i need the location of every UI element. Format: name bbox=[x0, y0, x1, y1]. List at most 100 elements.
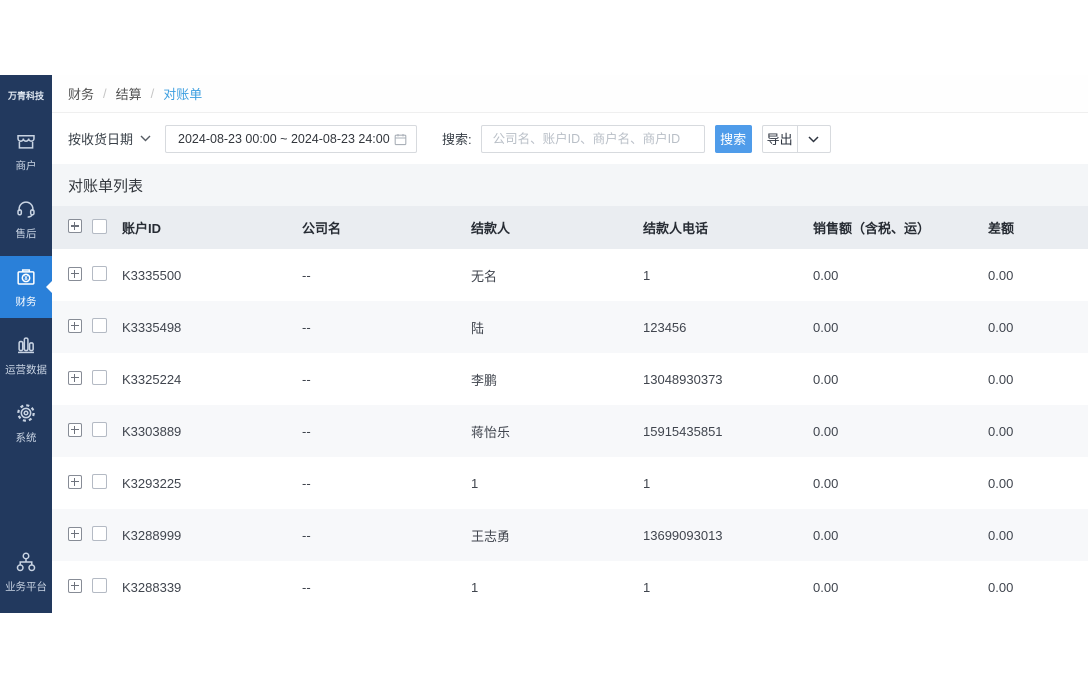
cell-payee: 王志勇 bbox=[471, 526, 643, 545]
org-icon bbox=[15, 551, 37, 573]
cell-account-id: K3288999 bbox=[122, 528, 302, 543]
cell-payee: 1 bbox=[471, 476, 643, 491]
breadcrumb-item-finance[interactable]: 财务 bbox=[68, 84, 94, 103]
headset-icon bbox=[15, 198, 37, 220]
expand-row-icon[interactable] bbox=[68, 423, 82, 437]
row-checkbox-cell bbox=[92, 370, 122, 388]
row-checkbox-cell bbox=[92, 318, 122, 336]
row-checkbox[interactable] bbox=[92, 578, 107, 593]
main-content: 财务 / 结算 / 对账单 按收货日期 2024-08-23 00:00 ~ 2… bbox=[52, 75, 1088, 613]
cell-difference: 0.00 bbox=[988, 372, 1072, 387]
breadcrumb-item-statement: 对账单 bbox=[163, 84, 202, 103]
sidebar-item-finance[interactable]: ¥ 财务 bbox=[0, 256, 52, 318]
date-range-input[interactable]: 2024-08-23 00:00 ~ 2024-08-23 24:00 bbox=[165, 125, 417, 153]
select-all-checkbox[interactable] bbox=[92, 219, 107, 234]
row-expand-cell bbox=[68, 475, 92, 492]
sidebar-item-merchant[interactable]: 商户 bbox=[0, 120, 52, 182]
cell-company-name: -- bbox=[302, 320, 471, 335]
cell-company-name: -- bbox=[302, 268, 471, 283]
sidebar-nav: 商户 售后 bbox=[0, 120, 52, 460]
table-row: K3335500--无名10.000.00 bbox=[52, 249, 1088, 301]
sidebar-item-business-platform[interactable]: 业务平台 bbox=[0, 541, 52, 603]
expand-row-icon[interactable] bbox=[68, 371, 82, 385]
search-input[interactable] bbox=[481, 125, 705, 153]
sidebar-item-aftersales[interactable]: 售后 bbox=[0, 188, 52, 250]
cell-difference: 0.00 bbox=[988, 476, 1072, 491]
row-checkbox[interactable] bbox=[92, 526, 107, 541]
table-title-band: 对账单列表 bbox=[52, 164, 1088, 206]
table-row: K3288339--110.000.00 bbox=[52, 561, 1088, 613]
cell-difference: 0.00 bbox=[988, 528, 1072, 543]
date-type-selector[interactable]: 按收货日期 bbox=[68, 129, 151, 148]
cell-sales-amount: 0.00 bbox=[813, 372, 988, 387]
export-split-button: 导出 bbox=[762, 125, 831, 153]
row-checkbox[interactable] bbox=[92, 474, 107, 489]
sidebar-item-label: 售后 bbox=[16, 225, 37, 240]
cell-payee: 1 bbox=[471, 580, 643, 595]
sidebar-item-operations-data[interactable]: 运营数据 bbox=[0, 324, 52, 386]
cell-payee-phone: 1 bbox=[643, 476, 813, 491]
cell-sales-amount: 0.00 bbox=[813, 268, 988, 283]
export-button[interactable]: 导出 bbox=[762, 125, 798, 153]
cell-payee-phone: 13048930373 bbox=[643, 372, 813, 387]
chevron-down-icon bbox=[140, 135, 151, 142]
bar-chart-icon bbox=[15, 334, 37, 356]
sidebar: 万青科技 商户 bbox=[0, 75, 52, 613]
table-row: K3303889--蒋怡乐159154358510.000.00 bbox=[52, 405, 1088, 457]
expand-row-icon[interactable] bbox=[68, 475, 82, 489]
row-checkbox-cell bbox=[92, 526, 122, 544]
cell-payee: 陆 bbox=[471, 318, 643, 337]
expand-all-icon[interactable] bbox=[68, 219, 82, 233]
row-checkbox[interactable] bbox=[92, 422, 107, 437]
gear-icon bbox=[15, 402, 37, 424]
cell-payee: 蒋怡乐 bbox=[471, 422, 643, 441]
expand-row-icon[interactable] bbox=[68, 579, 82, 593]
sidebar-item-label: 财务 bbox=[16, 293, 37, 308]
cell-company-name: -- bbox=[302, 580, 471, 595]
sidebar-item-label: 系统 bbox=[16, 429, 37, 444]
table-row: K3293225--110.000.00 bbox=[52, 457, 1088, 509]
expand-row-icon[interactable] bbox=[68, 319, 82, 333]
table-row: K3325224--李鹏130489303730.000.00 bbox=[52, 353, 1088, 405]
table-row: K3288999--王志勇136990930130.000.00 bbox=[52, 509, 1088, 561]
cell-payee: 无名 bbox=[471, 266, 643, 285]
cell-company-name: -- bbox=[302, 528, 471, 543]
export-dropdown-button[interactable] bbox=[798, 125, 831, 153]
cell-payee-phone: 15915435851 bbox=[643, 424, 813, 439]
calendar-icon bbox=[394, 133, 407, 151]
table-body: K3335500--无名10.000.00K3335498--陆1234560.… bbox=[52, 249, 1088, 613]
cell-payee-phone: 1 bbox=[643, 268, 813, 283]
cashbox-icon: ¥ bbox=[15, 266, 37, 288]
row-expand-cell bbox=[68, 319, 92, 336]
expand-row-icon[interactable] bbox=[68, 267, 82, 281]
header-expand-cell bbox=[68, 219, 92, 236]
cell-company-name: -- bbox=[302, 424, 471, 439]
row-checkbox[interactable] bbox=[92, 318, 107, 333]
date-range-value: 2024-08-23 00:00 ~ 2024-08-23 24:00 bbox=[178, 132, 390, 146]
row-checkbox[interactable] bbox=[92, 266, 107, 281]
brand-logo: 万青科技 bbox=[8, 89, 44, 102]
header-checkbox-cell bbox=[92, 219, 122, 237]
row-checkbox[interactable] bbox=[92, 370, 107, 385]
cell-payee-phone: 123456 bbox=[643, 320, 813, 335]
search-label: 搜索: bbox=[442, 129, 472, 148]
cell-account-id: K3325224 bbox=[122, 372, 302, 387]
expand-row-icon[interactable] bbox=[68, 527, 82, 541]
column-header-payee: 结款人 bbox=[471, 218, 643, 237]
cell-sales-amount: 0.00 bbox=[813, 528, 988, 543]
cell-sales-amount: 0.00 bbox=[813, 424, 988, 439]
svg-text:¥: ¥ bbox=[24, 275, 28, 282]
breadcrumb-separator: / bbox=[151, 86, 155, 101]
sidebar-item-label: 业务平台 bbox=[5, 578, 47, 593]
search-button[interactable]: 搜索 bbox=[715, 125, 752, 153]
sidebar-item-system[interactable]: 系统 bbox=[0, 392, 52, 454]
cell-sales-amount: 0.00 bbox=[813, 476, 988, 491]
breadcrumb-item-settlement[interactable]: 结算 bbox=[116, 84, 142, 103]
cell-account-id: K3293225 bbox=[122, 476, 302, 491]
column-header-account-id: 账户ID bbox=[122, 218, 302, 237]
row-checkbox-cell bbox=[92, 578, 122, 596]
breadcrumb-separator: / bbox=[103, 86, 107, 101]
table-header-row: 账户ID 公司名 结款人 结款人电话 销售额（含税、运） 差额 bbox=[52, 206, 1088, 249]
table-row: K3335498--陆1234560.000.00 bbox=[52, 301, 1088, 353]
row-checkbox-cell bbox=[92, 266, 122, 284]
